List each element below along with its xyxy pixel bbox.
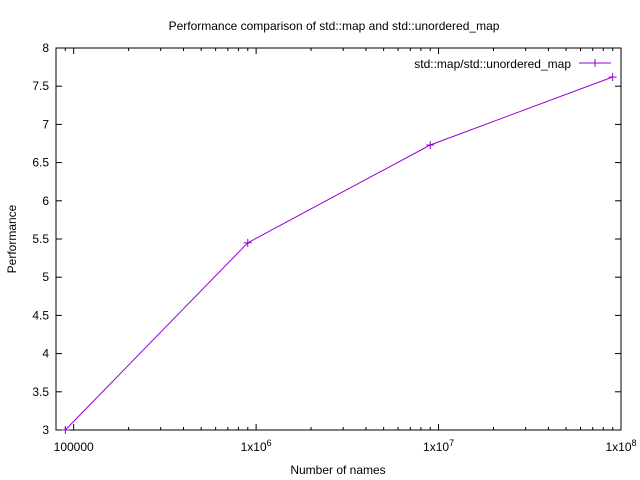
x-tick-label: 1x108 bbox=[605, 438, 636, 454]
y-tick-label: 5 bbox=[42, 270, 49, 284]
legend-marker bbox=[591, 59, 599, 67]
x-tick-label-exponent: 7 bbox=[449, 438, 454, 448]
x-tick-label: 1x107 bbox=[423, 438, 454, 454]
x-tick-label-exponent: 6 bbox=[267, 438, 272, 448]
x-tick-label-base: 1x10 bbox=[241, 440, 267, 454]
y-tick-label: 3.5 bbox=[32, 385, 49, 399]
y-tick-label: 3 bbox=[42, 423, 49, 437]
x-tick-label-base: 1x10 bbox=[423, 440, 449, 454]
series-line bbox=[64, 76, 613, 431]
y-tick-label: 8 bbox=[42, 41, 49, 55]
x-tick-label: 100000 bbox=[54, 440, 94, 454]
y-tick-label: 4 bbox=[42, 347, 49, 361]
series-layer bbox=[61, 73, 617, 434]
data-point-marker bbox=[426, 141, 435, 150]
y-axis: 3 3.5 4 4.5 5 5.5 6 6.5 7 7.5 8 bbox=[32, 41, 621, 437]
x-axis: 100000 1x106 1x107 1x108 bbox=[54, 48, 637, 454]
legend: std::map/std::unordered_map bbox=[414, 57, 611, 71]
data-point-marker bbox=[243, 238, 252, 247]
x-tick-label-base: 1x10 bbox=[605, 440, 631, 454]
data-point-marker bbox=[608, 73, 617, 82]
legend-plus-marker bbox=[591, 59, 599, 67]
legend-label: std::map/std::unordered_map bbox=[414, 57, 571, 71]
chart-title: Performance comparison of std::map and s… bbox=[169, 19, 500, 33]
y-tick-label: 4.5 bbox=[32, 308, 49, 322]
x-tick-label-base: 100000 bbox=[54, 440, 94, 454]
y-tick-label: 5.5 bbox=[32, 232, 49, 246]
y-tick-label: 6.5 bbox=[32, 156, 49, 170]
y-tick-label: 6 bbox=[42, 194, 49, 208]
x-tick-label-exponent: 8 bbox=[632, 438, 637, 448]
x-axis-label: Number of names bbox=[290, 463, 385, 477]
y-tick-label: 7 bbox=[42, 117, 49, 131]
y-tick-label: 7.5 bbox=[32, 79, 49, 93]
data-point-marker bbox=[61, 426, 70, 434]
x-tick-label: 1x106 bbox=[241, 438, 272, 454]
y-axis-label: Performance bbox=[5, 204, 19, 273]
